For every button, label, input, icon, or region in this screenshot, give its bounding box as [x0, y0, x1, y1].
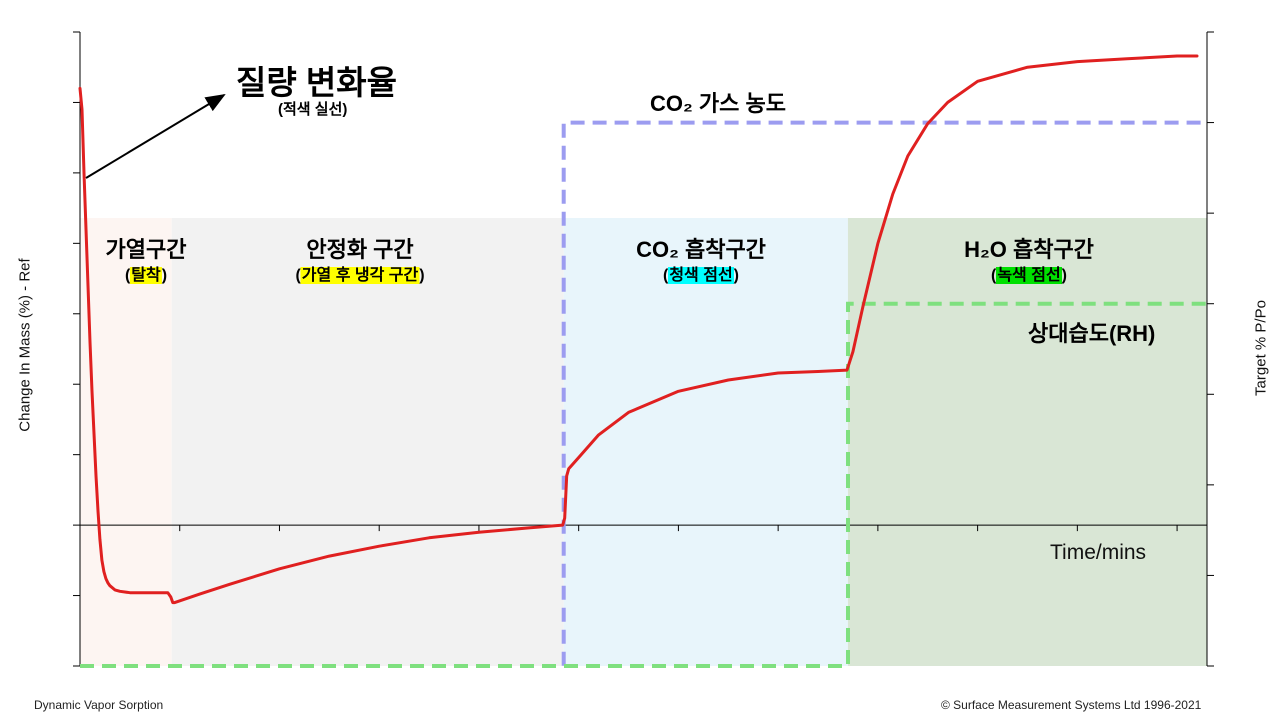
- zone-h2o-sub: (녹색 점선): [991, 261, 1067, 285]
- zone-h2o-title: H₂O 흡착구간: [964, 237, 1094, 262]
- zone-stabilize-sub-highlight: 가열 후 냉각 구간: [300, 267, 420, 284]
- zone-h2o-sub-open: (: [991, 267, 997, 284]
- footer-right: © Surface Measurement Systems Ltd 1996-2…: [941, 698, 1202, 712]
- zone-co2-title: CO₂ 흡착구간: [636, 237, 766, 262]
- zone-heating-sub: (탈착): [125, 261, 167, 285]
- mass-change-line: [78, 54, 1199, 605]
- footer-left: Dynamic Vapor Sorption: [34, 698, 164, 712]
- zone-stabilize-title: 안정화 구간: [306, 237, 414, 262]
- zone-heating-title: 가열구간: [105, 237, 187, 262]
- y-axis-left-title: Change In Mass (%) - Ref: [16, 258, 34, 432]
- zone-stabilize-sub-close: ): [419, 267, 425, 284]
- zone-heating-sub-open: (: [124, 267, 131, 284]
- chart-title: 질량 변화율: [236, 64, 397, 101]
- zone-stabilize-sub-open: (: [295, 267, 301, 284]
- chart-title-note: (적색 실선): [278, 101, 348, 118]
- zone-co2-sub-close: ): [733, 267, 739, 284]
- zone-stabilize-sub: (가열 후 냉각 구간): [295, 261, 425, 285]
- title-arrow: [85, 93, 226, 179]
- zone-stabilize-bg: [171, 218, 564, 666]
- zone-heating-sub-close: ): [161, 267, 168, 284]
- zone-co2-sub-open: (: [663, 267, 669, 284]
- zone-co2-sub: (청색 점선): [663, 261, 739, 285]
- rh-line: [80, 301, 1207, 668]
- co2-gas-label: CO₂ 가스 농도: [650, 91, 786, 116]
- y-axis-right-title: Target % P/Po: [1252, 300, 1270, 396]
- zone-co2-bg: [563, 218, 848, 666]
- rh-label: 상대습도(RH): [1028, 321, 1156, 346]
- zone-h2o-bg: [847, 218, 1207, 666]
- x-axis-title: Time/mins: [1050, 541, 1147, 564]
- co2-concentration-line: [80, 120, 1207, 668]
- zone-h2o-sub-highlight: 녹색 점선: [996, 267, 1062, 284]
- zone-co2-sub-highlight: 청색 점선: [668, 267, 734, 284]
- zone-h2o-sub-close: ): [1061, 267, 1067, 284]
- zone-heating-sub-highlight: 탈착: [130, 267, 162, 284]
